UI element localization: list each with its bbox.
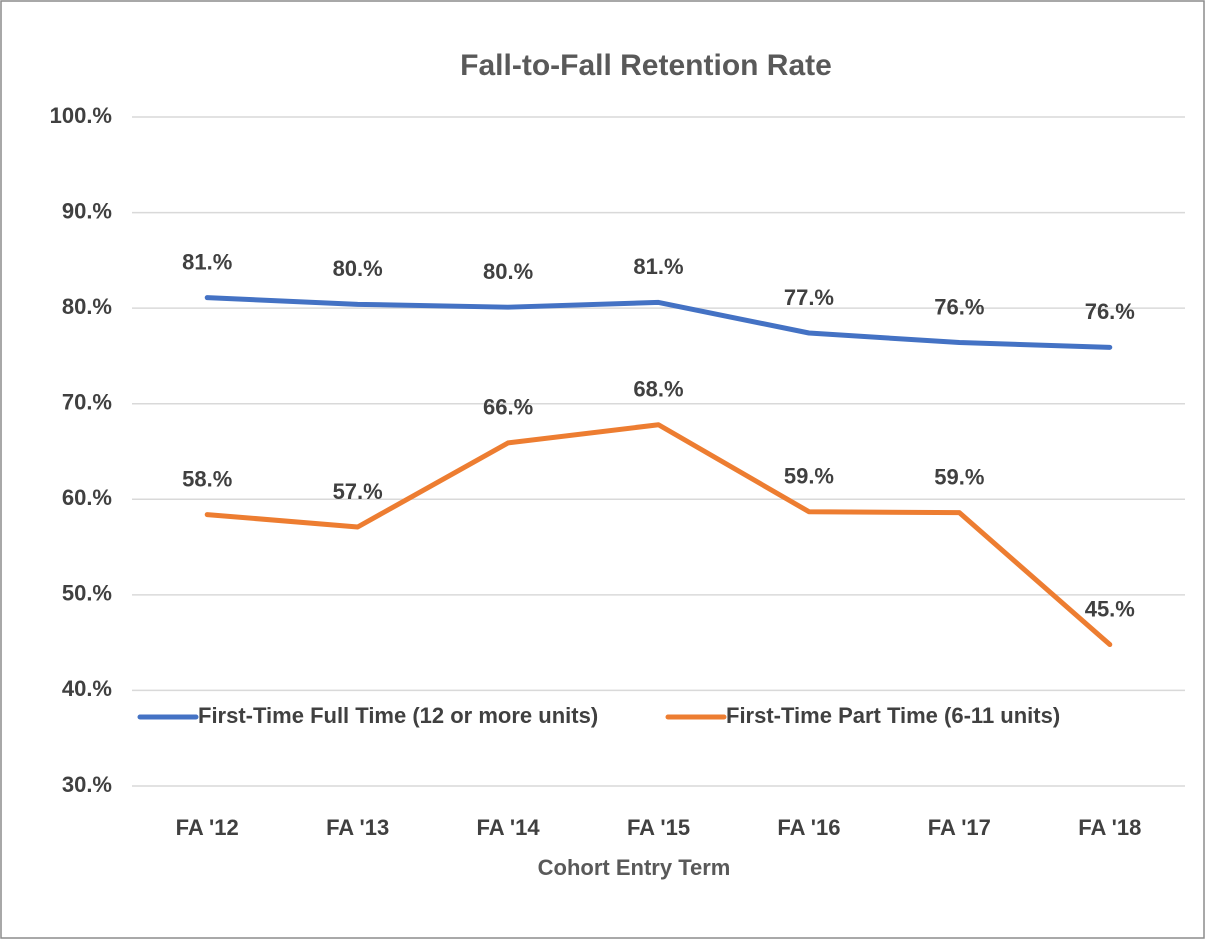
- x-tick-label: FA '15: [627, 815, 690, 840]
- data-label: 58.%: [182, 466, 232, 491]
- chart-title: Fall-to-Fall Retention Rate: [460, 49, 832, 82]
- data-label: 45.%: [1085, 596, 1135, 621]
- y-tick-label: 80.%: [62, 294, 112, 319]
- data-label: 57.%: [333, 479, 383, 504]
- x-tick-label: FA '12: [176, 815, 239, 840]
- x-tick-label: FA '17: [928, 815, 991, 840]
- data-label: 59.%: [784, 464, 834, 489]
- data-label: 76.%: [1085, 299, 1135, 324]
- series-line: [204, 422, 1113, 648]
- series-line: [204, 295, 1113, 350]
- data-label: 80.%: [483, 259, 533, 284]
- x-tick-label: FA '13: [326, 815, 389, 840]
- y-tick-label: 40.%: [62, 676, 112, 701]
- data-label: 81.%: [182, 249, 232, 274]
- y-tick-label: 50.%: [62, 581, 112, 606]
- data-label: 77.%: [784, 285, 834, 310]
- x-tick-label: FA '18: [1078, 815, 1141, 840]
- y-tick-label: 60.%: [62, 485, 112, 510]
- x-tick-label: FA '14: [477, 815, 541, 840]
- y-tick-label: 30.%: [62, 772, 112, 797]
- legend-label: First-Time Full Time (12 or more units): [198, 703, 598, 728]
- y-tick-label: 70.%: [62, 390, 112, 415]
- y-tick-label: 90.%: [62, 198, 112, 223]
- data-label: 76.%: [934, 294, 984, 319]
- data-label: 66.%: [483, 395, 533, 420]
- x-axis-title: Cohort Entry Term: [538, 855, 731, 880]
- data-label: 59.%: [934, 464, 984, 489]
- legend-label: First-Time Part Time (6-11 units): [726, 703, 1060, 728]
- data-label: 81.%: [633, 254, 683, 279]
- x-tick-label: FA '16: [777, 815, 840, 840]
- y-tick-label: 100.%: [50, 103, 112, 128]
- data-label: 68.%: [633, 377, 683, 402]
- data-label: 80.%: [333, 256, 383, 281]
